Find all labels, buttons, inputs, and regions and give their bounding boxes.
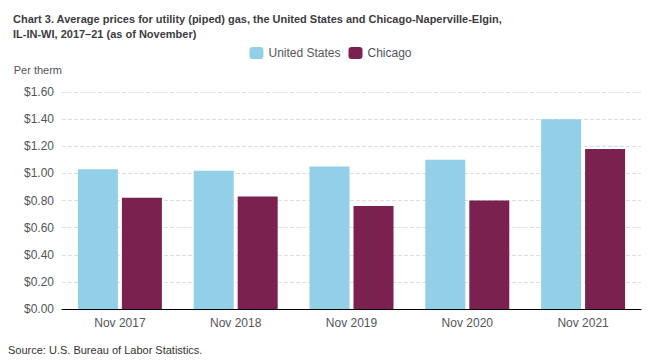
svg-text:$0.40: $0.40 — [24, 248, 54, 262]
svg-text:$1.60: $1.60 — [24, 85, 54, 99]
svg-text:Nov 2017: Nov 2017 — [94, 316, 146, 330]
svg-text:Source: U.S. Bureau of Labor S: Source: U.S. Bureau of Labor Statistics. — [8, 344, 202, 356]
svg-text:Nov 2018: Nov 2018 — [210, 316, 262, 330]
svg-text:Nov 2019: Nov 2019 — [326, 316, 378, 330]
svg-text:United States: United States — [268, 46, 340, 60]
svg-text:$1.00: $1.00 — [24, 166, 54, 180]
svg-text:$1.40: $1.40 — [24, 112, 54, 126]
svg-text:$0.80: $0.80 — [24, 194, 54, 208]
svg-text:$0.20: $0.20 — [24, 275, 54, 289]
svg-text:Nov 2020: Nov 2020 — [442, 316, 494, 330]
svg-text:Chicago: Chicago — [368, 46, 412, 60]
svg-text:$1.20: $1.20 — [24, 139, 54, 153]
svg-text:IL-IN-WI, 2017–21 (as of Novem: IL-IN-WI, 2017–21 (as of November) — [13, 28, 197, 40]
svg-text:Nov 2021: Nov 2021 — [557, 316, 609, 330]
svg-text:$0.00: $0.00 — [24, 302, 54, 316]
svg-text:Chart 3. Average prices for ut: Chart 3. Average prices for utility (pip… — [13, 13, 502, 25]
svg-text:$0.60: $0.60 — [24, 221, 54, 235]
svg-text:Per therm: Per therm — [14, 64, 62, 76]
